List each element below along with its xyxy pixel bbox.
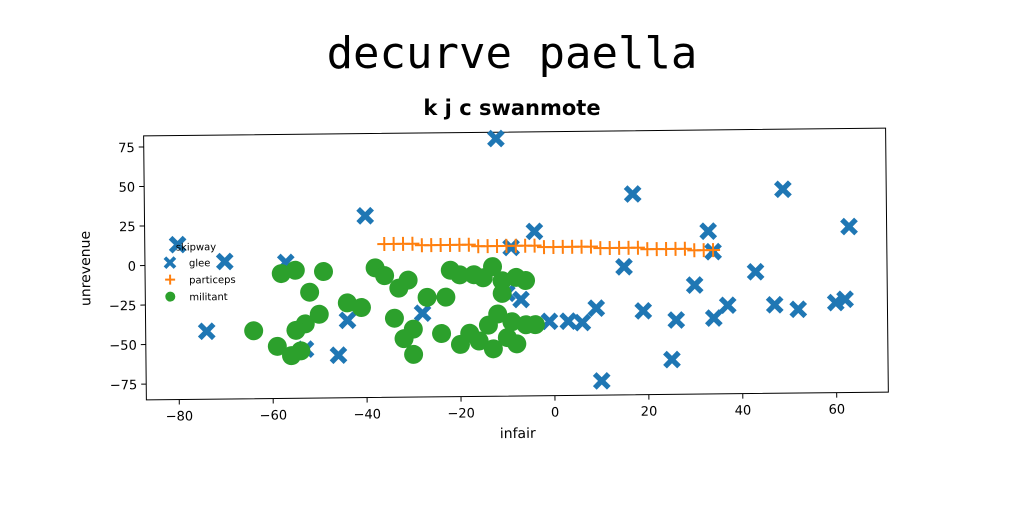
data-point-glee (512, 290, 530, 309)
data-point-militant (337, 293, 357, 313)
data-point-glee (789, 300, 808, 319)
legend-marker-particeps (165, 274, 176, 285)
data-point-militant (394, 329, 414, 349)
data-point-militant (404, 344, 424, 364)
data-point-glee (559, 312, 578, 331)
legend-label-particeps: particeps (189, 275, 236, 286)
data-point-glee (773, 180, 792, 199)
data-point-glee (836, 290, 855, 309)
data-point-militant (309, 304, 329, 324)
legend-label-militant: militant (189, 292, 228, 303)
data-point-glee (685, 276, 704, 294)
data-point-particeps (405, 236, 420, 251)
plot-frame (143, 127, 889, 401)
data-point-militant (314, 262, 334, 282)
data-point-particeps (630, 240, 645, 255)
data-point-glee (634, 301, 653, 320)
legend-label-glee: glee (189, 258, 211, 269)
data-point-glee (615, 257, 633, 276)
x-tick-label: −60 (260, 408, 288, 423)
data-point-glee (329, 346, 348, 365)
data-point-glee (592, 371, 611, 390)
legend-title: skipway (176, 242, 217, 253)
data-point-militant (286, 320, 306, 340)
data-point-militant (375, 266, 395, 286)
page-title: decurve paella (326, 28, 698, 79)
x-axis-label: infair (500, 426, 536, 442)
data-point-militant (507, 334, 527, 354)
x-tick-label: −80 (166, 409, 194, 424)
data-point-militant (398, 270, 418, 290)
data-point-glee (623, 185, 642, 203)
data-point-militant (450, 265, 470, 285)
data-point-militant (478, 315, 498, 335)
data-point-militant (271, 264, 291, 284)
data-point-glee (356, 206, 375, 225)
data-point-militant (469, 331, 489, 351)
y-tick-label: −75 (110, 378, 138, 393)
data-point-militant (300, 282, 320, 302)
y-tick-label: −25 (109, 299, 137, 314)
data-point-glee (587, 299, 606, 318)
data-point-militant (384, 308, 404, 328)
data-point-particeps (583, 239, 598, 254)
data-point-glee (215, 252, 234, 271)
data-point-militant (436, 287, 456, 307)
data-point-glee (486, 129, 505, 148)
x-tick-label: −20 (447, 406, 475, 421)
data-point-militant (492, 283, 512, 303)
x-tick-label: 60 (829, 403, 846, 418)
data-point-militant (450, 334, 470, 354)
data-point-particeps (677, 241, 692, 256)
data-point-militant (483, 257, 503, 277)
y-axis: 75 50 25 0 −25 −50 −75 (109, 141, 147, 393)
data-point-glee (699, 222, 718, 241)
y-tick-label: 75 (118, 141, 135, 156)
data-point-militant (516, 270, 536, 290)
data-point-militant (267, 336, 287, 356)
data-point-glee (746, 262, 765, 281)
legend-marker-glee (163, 256, 177, 269)
data-point-militant (525, 315, 545, 335)
data-point-glee (525, 222, 544, 241)
x-tick-label: 20 (641, 405, 658, 420)
data-point-glee (168, 235, 187, 254)
data-point-militant (432, 324, 452, 344)
data-point-glee (413, 304, 432, 323)
y-tick-label: 50 (119, 181, 136, 196)
y-tick-label: 25 (119, 220, 136, 235)
legend-marker-militant (165, 291, 176, 302)
plot-marks (168, 129, 858, 390)
x-tick-label: 0 (551, 406, 559, 421)
data-point-particeps (706, 243, 721, 258)
data-point-militant (244, 321, 264, 341)
data-point-particeps (527, 238, 542, 253)
data-point-glee (663, 350, 681, 369)
y-tick-label: −50 (109, 339, 137, 354)
x-tick-label: 40 (735, 404, 752, 419)
data-point-militant (291, 341, 311, 361)
x-axis: −80 −60 −40 −20 0 20 40 60 (166, 392, 846, 425)
data-point-militant (417, 287, 437, 307)
y-axis-label: unrevenue (78, 231, 95, 306)
data-point-glee (573, 313, 592, 332)
data-point-particeps (461, 237, 476, 252)
x-tick-label: −40 (353, 407, 381, 422)
data-point-glee (840, 217, 858, 236)
y-tick-label: 0 (128, 260, 136, 275)
data-point-glee (704, 309, 723, 327)
data-point-militant (502, 312, 522, 332)
data-point-glee (765, 295, 784, 314)
data-point-glee (338, 311, 357, 330)
data-point-glee (667, 311, 686, 329)
data-point-glee (718, 296, 737, 315)
data-point-glee (197, 322, 216, 341)
legend: skipway glee particeps militant (163, 242, 236, 303)
chart-subtitle: k j c swanmote (423, 96, 601, 120)
data-point-glee (540, 312, 559, 331)
data-point-militant (483, 339, 503, 359)
